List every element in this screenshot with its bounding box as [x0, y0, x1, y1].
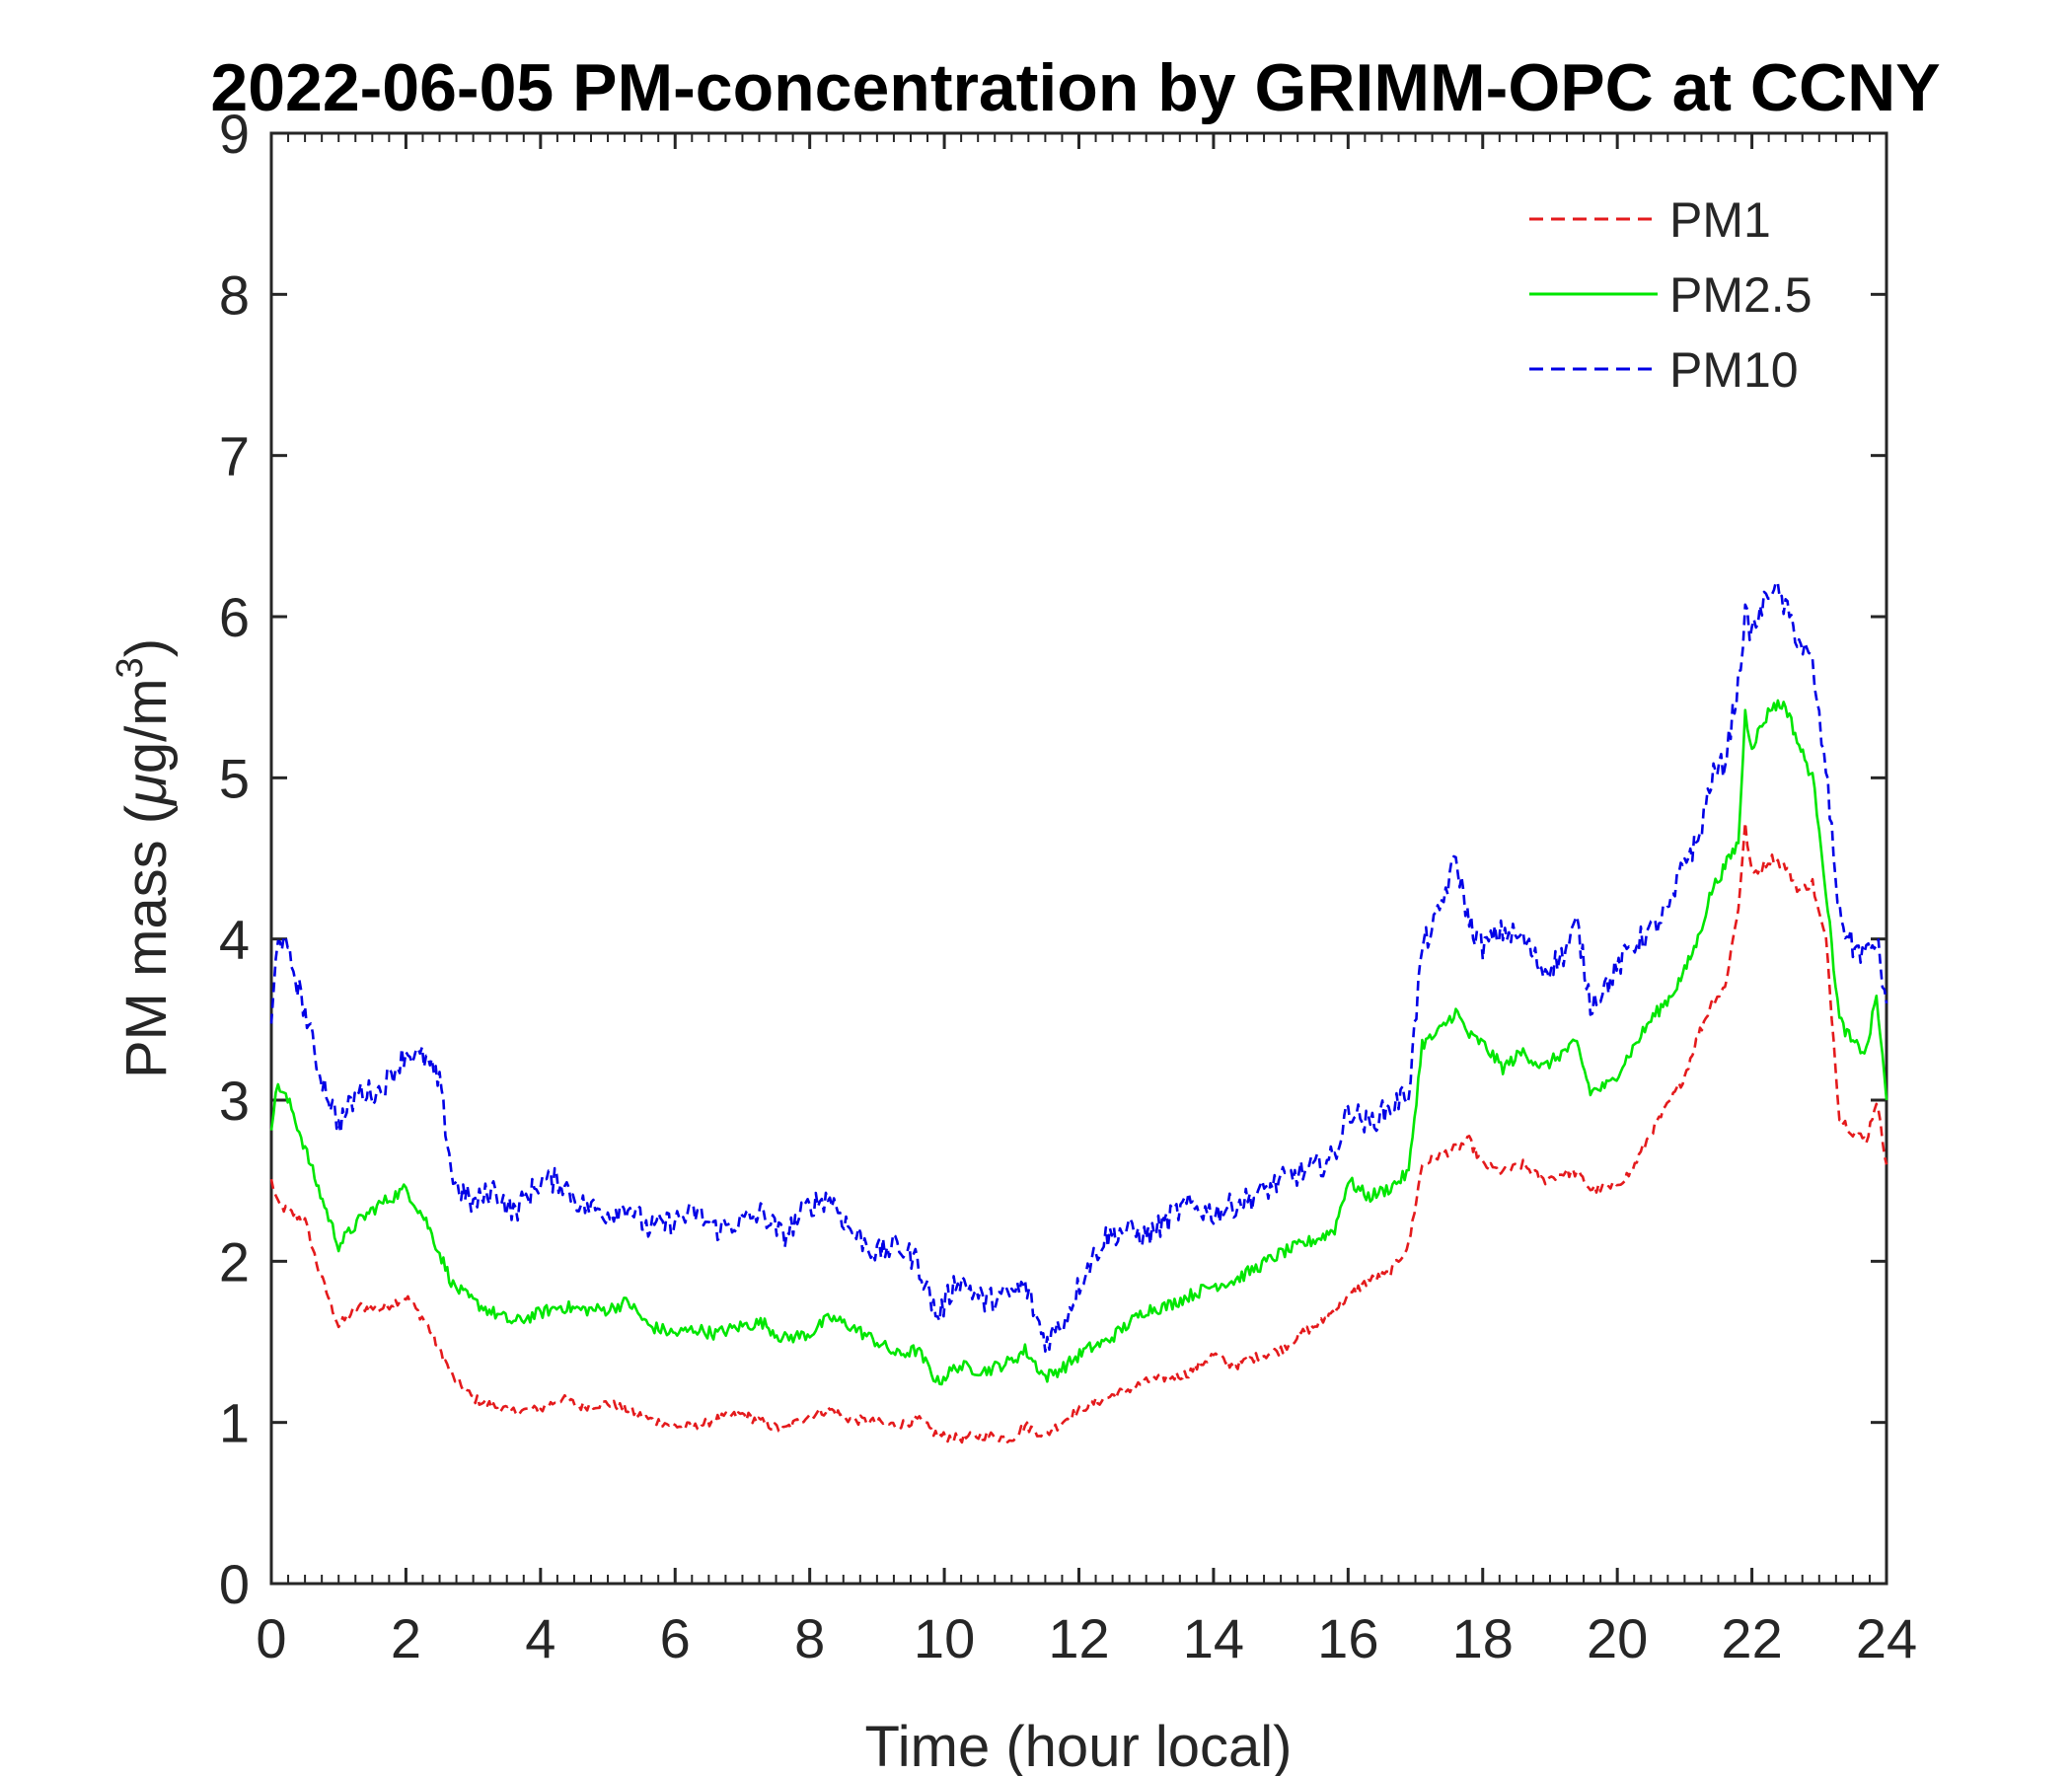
legend-label-pm1: PM1 — [1669, 192, 1771, 248]
x-tick-label: 6 — [660, 1607, 691, 1669]
y-axis-label: PM mass (μg/m3) — [110, 638, 179, 1078]
y-tick-label: 4 — [219, 909, 250, 971]
x-axis-label: Time (hour local) — [865, 1715, 1293, 1776]
x-tick-label: 24 — [1856, 1607, 1917, 1669]
legend-label-pm10: PM10 — [1669, 342, 1799, 398]
y-tick-labels: 0 1 2 3 4 5 6 7 8 9 — [219, 103, 250, 1615]
y-tick-label: 1 — [219, 1392, 250, 1454]
y-axis-label-main: PM mass ( — [114, 805, 179, 1078]
series-lines — [269, 580, 1888, 1444]
y-axis-label-close: ) — [114, 638, 179, 657]
x-tick-label: 12 — [1048, 1607, 1109, 1669]
series-line-pm1 — [269, 821, 1888, 1444]
legend: PM1 PM2.5 PM10 — [1529, 192, 1813, 398]
y-tick-label: 2 — [219, 1230, 250, 1293]
x-tick-label: 18 — [1452, 1607, 1514, 1669]
plot-area-frame — [269, 131, 1888, 1586]
y-tick-label: 9 — [219, 103, 250, 165]
x-tick-label: 20 — [1587, 1607, 1648, 1669]
x-tick-label: 0 — [256, 1607, 286, 1669]
y-axis-label-sup: 3 — [110, 657, 151, 678]
series-line-pm10 — [269, 580, 1888, 1353]
y-axis-label-unit: g/m — [114, 678, 179, 774]
x-tick-label: 10 — [914, 1607, 975, 1669]
x-tick-label: 16 — [1317, 1607, 1378, 1669]
legend-label-pm2-5: PM2.5 — [1669, 267, 1813, 323]
x-tick-label: 2 — [391, 1607, 421, 1669]
y-tick-label: 3 — [219, 1070, 250, 1132]
y-tick-label: 5 — [219, 747, 250, 809]
y-tick-label: 0 — [219, 1553, 250, 1615]
x-tick-label: 8 — [794, 1607, 825, 1669]
x-tick-label: 4 — [525, 1607, 555, 1669]
x-tick-labels: 0 2 4 6 8 10 12 14 16 18 20 22 24 — [256, 1607, 1917, 1669]
y-axis-label-mu: μ — [114, 774, 179, 807]
y-tick-label: 6 — [219, 586, 250, 648]
x-tick-label: 14 — [1183, 1607, 1244, 1669]
x-tick-label: 22 — [1721, 1607, 1782, 1669]
chart-title: 2022-06-05 PM-concentration by GRIMM-OPC… — [210, 50, 1940, 125]
axis-ticks — [269, 131, 1888, 1586]
series-line-pm2-5 — [269, 699, 1888, 1386]
y-tick-label: 8 — [219, 263, 250, 326]
y-tick-label: 7 — [219, 425, 250, 487]
